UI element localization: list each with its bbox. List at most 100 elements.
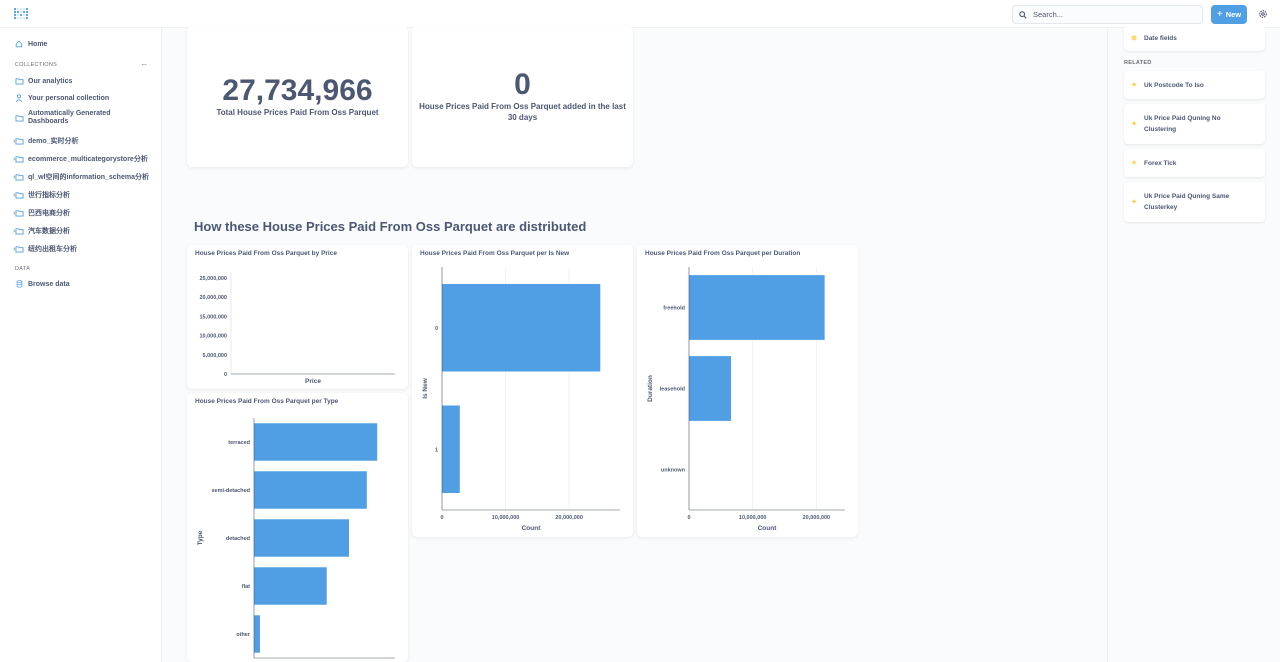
sparkle-icon: ✦ bbox=[1131, 120, 1137, 128]
chart-card-duration[interactable]: House Prices Paid From Oss Parquet per D… bbox=[637, 245, 858, 537]
total-count-label: Total House Prices Paid From Oss Parquet bbox=[216, 108, 379, 117]
folder-icon bbox=[14, 173, 24, 181]
y-tick-label: 5,000,000 bbox=[203, 353, 227, 359]
bar bbox=[254, 567, 327, 605]
new-button[interactable]: + New bbox=[1211, 5, 1247, 24]
y-tick-label: 20,000,000 bbox=[199, 295, 227, 301]
y-tick-label: 0 bbox=[224, 372, 227, 378]
category-label: 0 bbox=[435, 326, 438, 332]
chevron-right-icon[interactable]: › bbox=[13, 245, 16, 253]
metabase-logo-icon[interactable] bbox=[13, 7, 29, 20]
folder-icon bbox=[14, 114, 24, 122]
duration-chart: 0 10,000,000 20,000,000 freehold leasehold un… bbox=[647, 267, 845, 532]
sidebar-item-label: Automatically Generated Dashboards bbox=[28, 110, 111, 125]
plus-icon: + bbox=[1216, 9, 1223, 20]
related-item[interactable]: ✦ Forex Tick bbox=[1124, 149, 1265, 177]
bar bbox=[254, 519, 349, 557]
chevron-right-icon[interactable]: › bbox=[13, 209, 16, 217]
top-navbar: Search... + New bbox=[0, 0, 1280, 28]
is-new-chart: 0 10,000,000 20,000,000 0 1 Count Is New bbox=[422, 267, 620, 532]
sidebar-item-personal-collection[interactable]: Your personal collection bbox=[14, 94, 160, 102]
category-label: 1 bbox=[435, 447, 438, 453]
sidebar-item-brazil-ecommerce[interactable]: › 巴西电商分析 bbox=[13, 208, 160, 218]
sidebar-item-auto-dashboards[interactable]: Automatically Generated Dashboards bbox=[14, 110, 160, 126]
related-item-label: Uk Price Paid Quning No Clustering bbox=[1144, 115, 1221, 133]
category-label: detached bbox=[226, 536, 250, 542]
data-section-label: DATA bbox=[15, 266, 31, 272]
chart-title: House Prices Paid From Oss Parquet per D… bbox=[645, 250, 801, 257]
sidebar-item-world-bank[interactable]: › 世行指标分析 bbox=[13, 190, 160, 200]
x-tick-label: 20,000,000 bbox=[803, 515, 831, 521]
bar bbox=[442, 405, 460, 493]
folder-icon bbox=[14, 209, 24, 217]
folder-icon bbox=[14, 245, 24, 253]
sidebar-item-label: Browse data bbox=[28, 280, 70, 288]
chevron-right-icon[interactable]: › bbox=[13, 191, 16, 199]
price-chart: 0 5,000,000 10,000,000 15,000,000 20,000,000… bbox=[199, 272, 395, 385]
chevron-right-icon[interactable]: › bbox=[13, 137, 16, 145]
date-fields-card[interactable]: ⊕ Date fields bbox=[1124, 26, 1265, 51]
related-item[interactable]: ✦ Uk Postcode To Iso bbox=[1124, 71, 1265, 99]
x-axis-label: Count bbox=[522, 525, 542, 532]
chart-card-price[interactable]: House Prices Paid From Oss Parquet by Pr… bbox=[187, 245, 408, 389]
related-item[interactable]: ✦ Uk Price Paid Quning Same Clusterkey bbox=[1124, 182, 1265, 222]
sparkle-icon: ✦ bbox=[1131, 198, 1137, 206]
chart-card-is-new[interactable]: House Prices Paid From Oss Parquet per I… bbox=[412, 245, 633, 537]
bar bbox=[689, 356, 732, 421]
sidebar-item-nyc-taxi[interactable]: › 纽约出租车分析 bbox=[13, 244, 160, 254]
sidebar-item-car-data[interactable]: › 汽车数据分析 bbox=[13, 226, 160, 236]
chevron-right-icon[interactable]: › bbox=[13, 227, 16, 235]
sidebar-item-label: Home bbox=[28, 40, 48, 48]
x-tick-label: 20,000,000 bbox=[555, 515, 583, 521]
y-axis-label: Is New bbox=[422, 377, 429, 399]
sidebar-item-ecommerce[interactable]: › ecommerce_multicategorystore分析 bbox=[13, 154, 160, 164]
collections-section-label: COLLECTIONS bbox=[15, 62, 58, 68]
sidebar-item-label: ecommerce_multicategorystore分析 bbox=[28, 156, 148, 163]
sidebar-item-ql-wl[interactable]: › ql_wl空间的information_schema分析 bbox=[13, 172, 160, 182]
total-count-card[interactable]: 27,734,966 Total House Prices Paid From … bbox=[187, 26, 408, 167]
chart-title: House Prices Paid From Oss Parquet per T… bbox=[195, 398, 339, 405]
search-placeholder: Search... bbox=[1033, 10, 1064, 19]
sidebar-item-label: 世行指标分析 bbox=[28, 192, 70, 199]
sidebar-item-label: Your personal collection bbox=[28, 94, 110, 102]
bar bbox=[254, 615, 260, 653]
related-item-label: Uk Price Paid Quning Same Clusterkey bbox=[1144, 193, 1230, 211]
gear-icon[interactable] bbox=[1258, 9, 1268, 19]
sidebar-item-label: 纽约出租车分析 bbox=[28, 246, 77, 253]
sidebar-item-label: demo_实时分析 bbox=[28, 138, 79, 145]
related-item[interactable]: ✦ Uk Price Paid Quning No Clustering bbox=[1124, 104, 1265, 144]
bar bbox=[254, 471, 367, 509]
zoom-icon: ⊕ bbox=[1131, 35, 1137, 42]
chevron-right-icon[interactable]: › bbox=[13, 173, 16, 181]
sparkle-icon: ✦ bbox=[1131, 159, 1137, 167]
database-icon bbox=[14, 280, 24, 288]
y-axis-label: Type bbox=[197, 530, 204, 545]
sidebar-item-demo[interactable]: › demo_实时分析 bbox=[13, 136, 160, 146]
sidebar-item-home[interactable]: Home bbox=[14, 40, 160, 48]
x-tick-label: 0 bbox=[687, 515, 690, 521]
category-label: flat bbox=[242, 584, 250, 590]
chart-card-type[interactable]: House Prices Paid From Oss Parquet per T… bbox=[187, 393, 408, 662]
more-options-icon[interactable]: ··· bbox=[141, 60, 147, 69]
category-label: other bbox=[236, 632, 251, 638]
sidebar-item-browse-data[interactable]: Browse data bbox=[14, 280, 160, 288]
chevron-right-icon[interactable]: › bbox=[13, 155, 16, 163]
sidebar-item-label: 汽车数据分析 bbox=[28, 228, 70, 235]
recent-count-card[interactable]: 0 House Prices Paid From Oss Parquet add… bbox=[412, 26, 633, 167]
bar bbox=[689, 275, 825, 340]
y-tick-label: 25,000,000 bbox=[199, 276, 227, 282]
folder-icon bbox=[14, 77, 24, 85]
y-tick-label: 10,000,000 bbox=[199, 334, 227, 340]
sidebar-item-label: ql_wl空间的information_schema分析 bbox=[28, 174, 149, 181]
section-heading: How these House Prices Paid From Oss Par… bbox=[194, 219, 587, 234]
x-tick-label: 10,000,000 bbox=[739, 515, 767, 521]
sidebar-item-our-analytics[interactable]: Our analytics bbox=[14, 77, 160, 85]
recent-count-label: House Prices Paid From Oss Parquet added… bbox=[419, 102, 626, 122]
category-label: leasehold bbox=[660, 387, 685, 393]
search-icon bbox=[1019, 10, 1027, 19]
x-tick-label: 10,000,000 bbox=[492, 515, 520, 521]
chart-title: House Prices Paid From Oss Parquet per I… bbox=[420, 250, 570, 257]
sidebar-item-label: Our analytics bbox=[28, 77, 73, 85]
x-axis-label: Price bbox=[305, 378, 321, 385]
search-input[interactable]: Search... bbox=[1012, 5, 1203, 24]
